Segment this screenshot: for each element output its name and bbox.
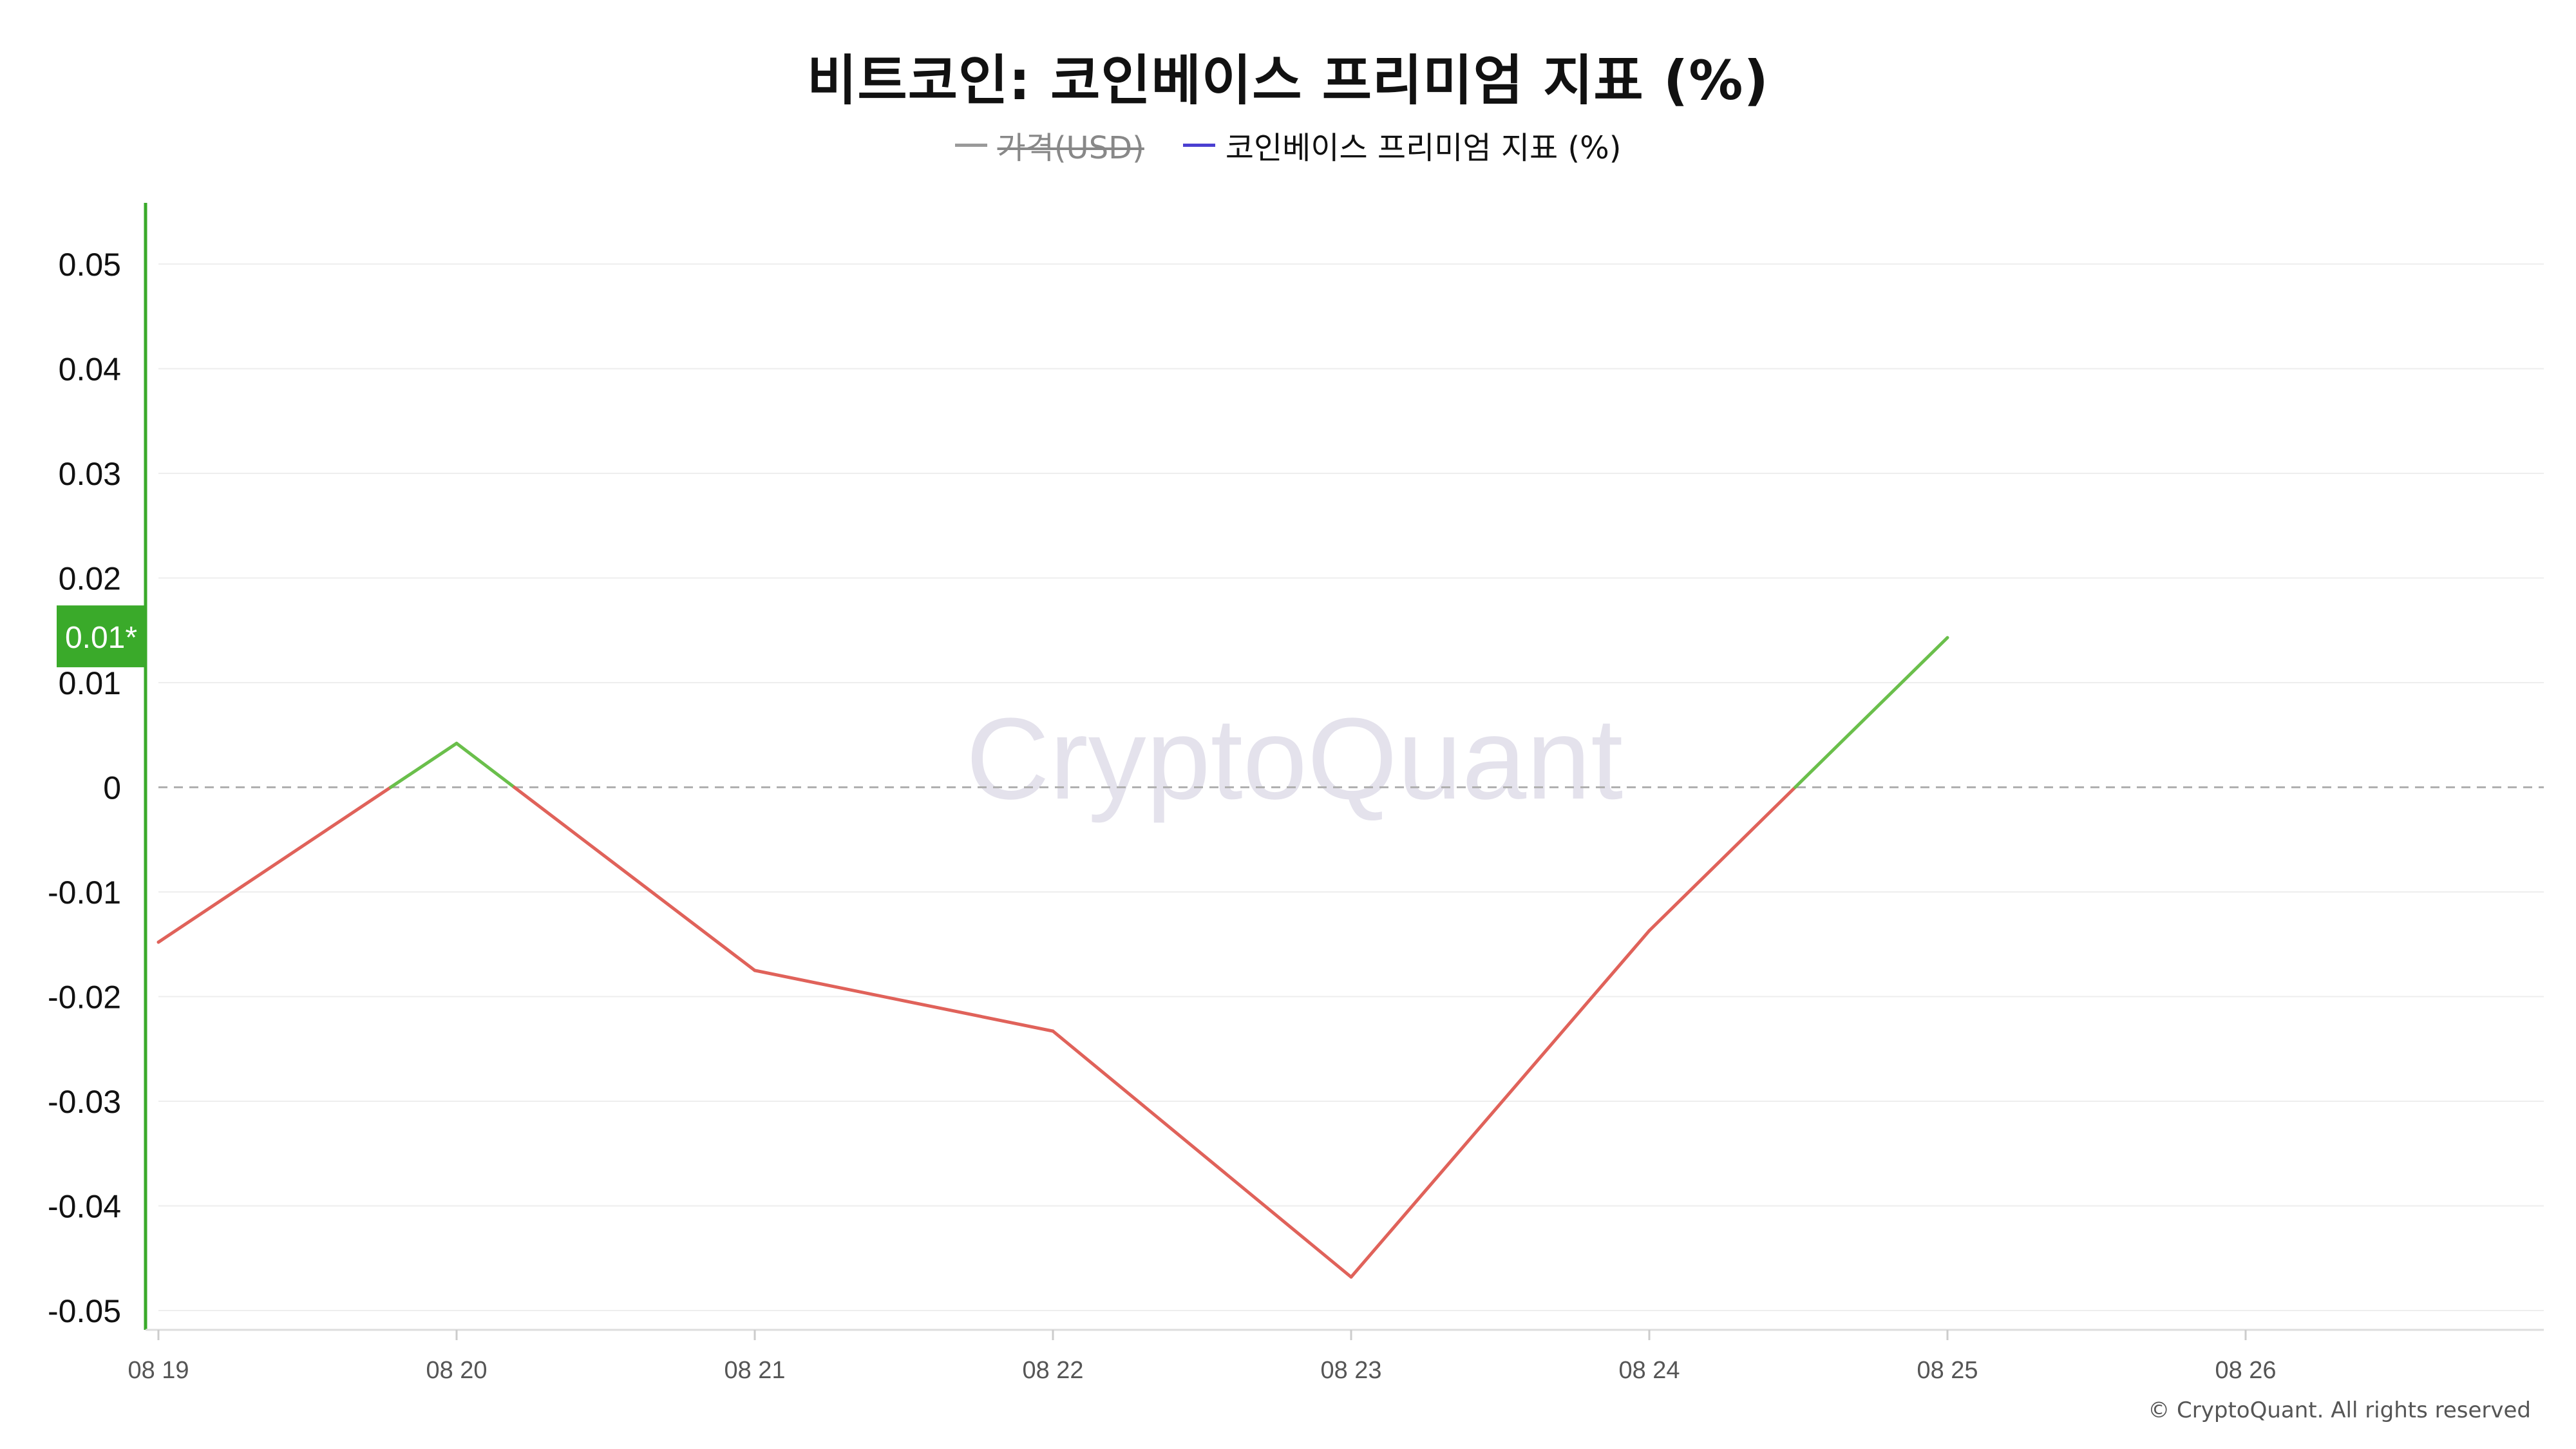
series-line-segment xyxy=(753,969,1055,1033)
legend-swatch-premium xyxy=(1182,143,1215,147)
legend-label-price: 가격(USD) xyxy=(997,130,1144,166)
series-line-segment xyxy=(1349,929,1651,1279)
grid-layer xyxy=(158,263,2544,1311)
series-line-segment xyxy=(1794,636,1949,789)
series-line-segment xyxy=(389,741,459,789)
y-tick-label: -0.04 xyxy=(48,1189,121,1225)
watermark: CryptoQuant xyxy=(966,694,1624,824)
marker-layer: 0.01* xyxy=(57,605,146,668)
x-tick-label: 08 21 xyxy=(724,1357,785,1384)
x-tick-label: 08 26 xyxy=(2215,1357,2276,1384)
chart-title: 비트코인: 코인베이스 프리미엄 지표 (%) xyxy=(807,49,1769,112)
legend-label-premium: 코인베이스 프리미엄 지표 (%) xyxy=(1225,130,1622,166)
y-tick-label: 0 xyxy=(103,770,121,806)
y-tick-label: -0.02 xyxy=(48,980,121,1016)
x-tick-label: 08 24 xyxy=(1618,1357,1680,1384)
legend-swatch-price xyxy=(954,143,987,147)
series-line-segment xyxy=(156,786,393,944)
legend-item-price[interactable]: 가격(USD) xyxy=(954,122,1144,167)
y-tick-label: 0.04 xyxy=(59,352,121,388)
legend-item-premium[interactable]: 코인베이스 프리미엄 지표 (%) xyxy=(1182,122,1622,167)
x-tick-label: 08 22 xyxy=(1022,1357,1083,1384)
y-tick-label: 0.01 xyxy=(59,665,121,701)
axis-layer: 0.05 0.04 0.03 0.02 0.01 0 -0.01 -0.02 -0.03 -0.0… xyxy=(48,203,2544,1384)
series-line-segment xyxy=(1647,786,1797,933)
series-line-segment xyxy=(1051,1029,1353,1279)
y-tick-label: 0.02 xyxy=(59,561,121,597)
series-line-segment xyxy=(455,741,516,789)
x-tick-label: 08 25 xyxy=(1917,1357,1978,1384)
current-value-marker xyxy=(57,605,146,668)
current-value-label: 0.01* xyxy=(65,621,137,655)
y-tick-label: -0.03 xyxy=(48,1084,121,1120)
copyright-notice: © CryptoQuant. All rights reserved xyxy=(2148,1397,2531,1423)
x-tick-label: 08 23 xyxy=(1320,1357,1381,1384)
series-line-segment xyxy=(513,786,757,972)
line-layer xyxy=(156,636,1949,1279)
y-tick-label: 0.05 xyxy=(59,247,121,283)
x-tick-label: 08 19 xyxy=(128,1357,189,1384)
y-tick-label: 0.03 xyxy=(59,456,121,492)
x-tick-label: 08 20 xyxy=(426,1357,487,1384)
y-tick-label: -0.05 xyxy=(48,1293,121,1329)
legend: 가격(USD) 코인베이스 프리미엄 지표 (%) xyxy=(0,122,2576,167)
y-tick-label: -0.01 xyxy=(48,875,121,911)
